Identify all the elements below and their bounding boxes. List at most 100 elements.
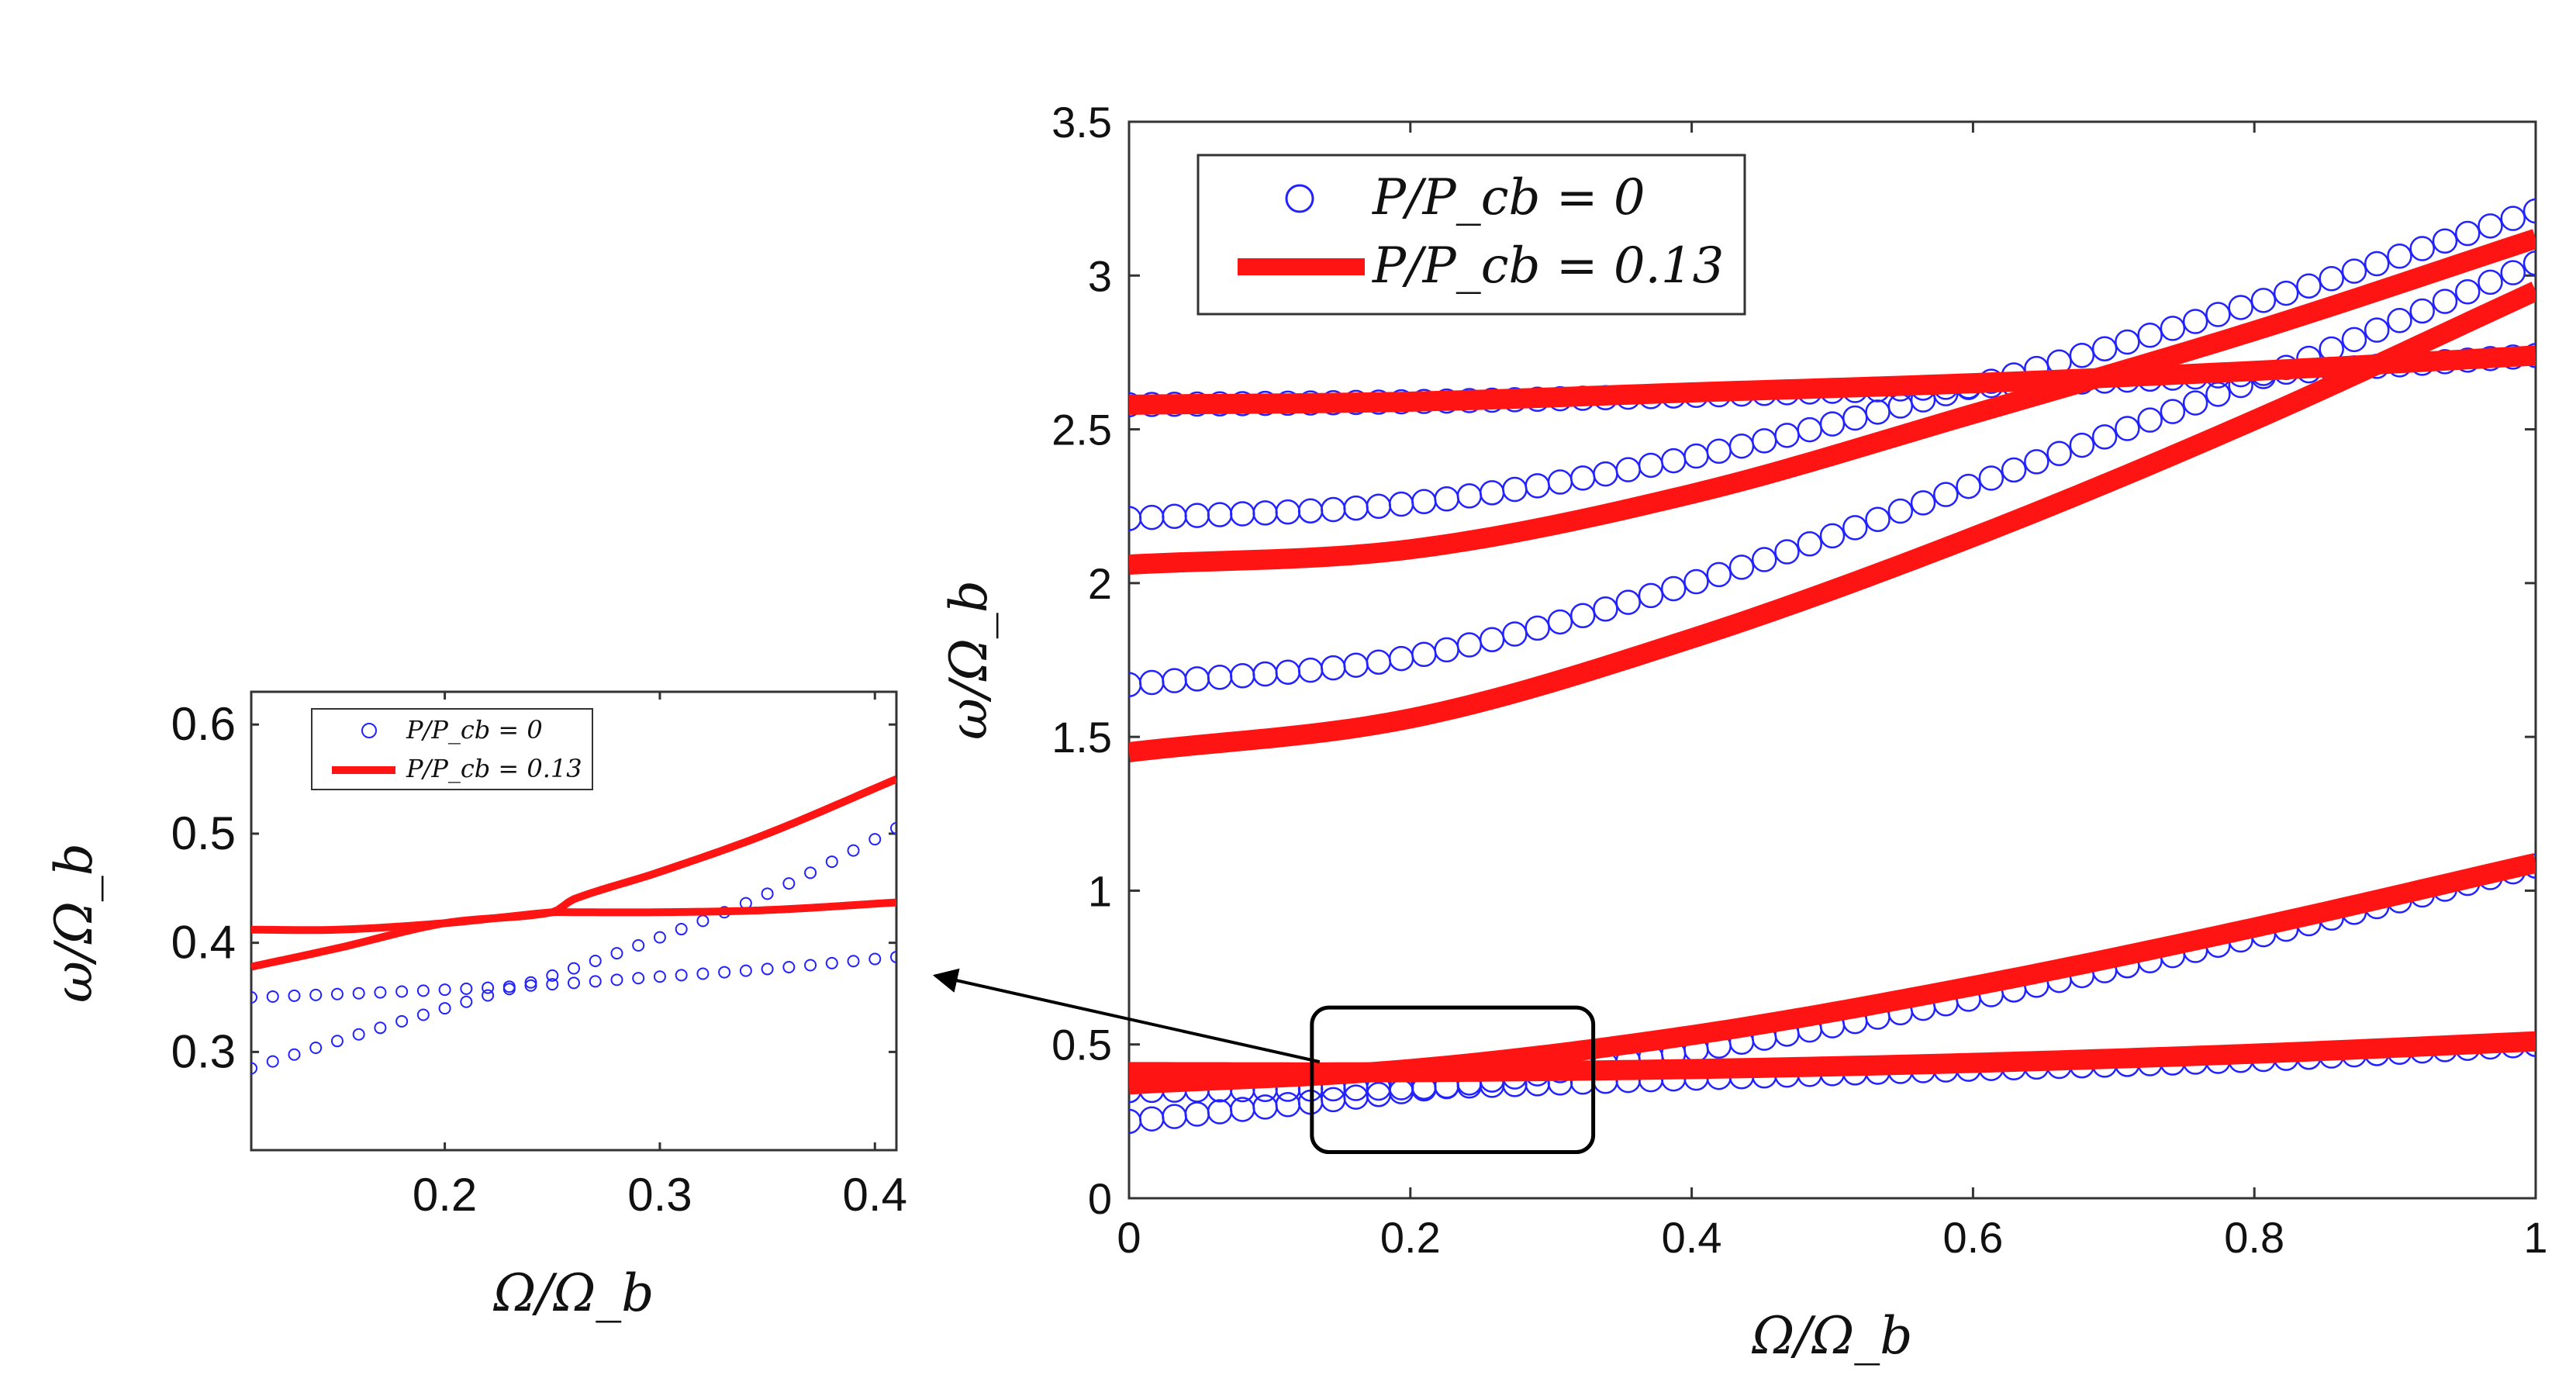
main-point xyxy=(2341,258,2367,284)
main-point xyxy=(1660,575,1687,602)
main-point xyxy=(2205,302,2231,327)
zoom-arrow xyxy=(932,968,1321,1064)
main-point xyxy=(2409,236,2435,261)
main-y-tick-label-5: 2.5 xyxy=(1051,406,1112,454)
main-legend-marker-0 xyxy=(1285,184,1314,213)
inset-chart: 0.2 0.3 0.4 0.3 0.4 0.5 0.6 P/P_cb = 0 P/P_cb … xyxy=(44,690,907,1323)
inset-point xyxy=(288,989,301,1002)
main-legend-label-1: P/P_cb = 0.13 xyxy=(1372,237,1724,295)
inset-point xyxy=(546,969,559,982)
inset-point xyxy=(632,939,645,952)
inset-point xyxy=(330,987,344,1000)
main-y-tick-label-1: 0.5 xyxy=(1051,1021,1112,1069)
main-point xyxy=(2387,244,2412,269)
inset-point xyxy=(374,986,387,999)
main-point xyxy=(1978,465,2005,491)
inset-point xyxy=(568,976,580,990)
main-point xyxy=(1638,582,1664,609)
main-point xyxy=(2091,336,2118,361)
inset-x-tick-label-2: 0.4 xyxy=(843,1169,907,1221)
inset-point xyxy=(416,1008,430,1021)
main-point xyxy=(2182,390,2208,416)
main-point xyxy=(1615,589,1641,615)
main-x-tick-label-1: 0.2 xyxy=(1380,1213,1441,1262)
main-point xyxy=(2137,407,2163,433)
inset-point xyxy=(309,988,323,1001)
main-point xyxy=(1547,609,1573,635)
inset-point xyxy=(524,976,537,989)
inset-point xyxy=(610,973,623,987)
inset-x-tick-label-1: 0.3 xyxy=(627,1169,692,1221)
main-y-tick-label-6: 3 xyxy=(1088,251,1112,300)
inset-point xyxy=(782,877,796,890)
main-series-1-curve-4 xyxy=(1129,345,2536,415)
inset-point xyxy=(782,961,796,974)
inset-point xyxy=(825,956,838,969)
inset-point xyxy=(610,947,623,960)
main-point xyxy=(2115,329,2140,355)
main-point xyxy=(1706,562,1732,588)
main-point xyxy=(1525,615,1550,641)
inset-y-axis-label: ω/Ω_b xyxy=(44,843,104,1003)
inset-point xyxy=(352,987,365,1000)
main-point xyxy=(2091,424,2118,450)
main-point xyxy=(2115,416,2140,441)
inset-point xyxy=(804,959,817,972)
main-point xyxy=(2069,432,2095,458)
inset-point xyxy=(395,1014,409,1028)
main-point xyxy=(2500,206,2526,231)
inset-point xyxy=(266,990,279,1003)
inset-ticks: 0.2 0.3 0.4 0.3 0.4 0.5 0.6 xyxy=(171,692,907,1221)
inset-point xyxy=(251,1062,257,1075)
main-point xyxy=(2250,288,2277,313)
inset-point xyxy=(632,972,645,985)
inset-point xyxy=(352,1028,365,1041)
inset-point xyxy=(804,866,817,879)
main-point xyxy=(2454,278,2481,305)
inset-point xyxy=(568,962,580,975)
inset-point xyxy=(251,991,257,1004)
inset-point xyxy=(502,980,516,993)
inset-point xyxy=(589,955,602,967)
inset-point xyxy=(546,978,559,991)
main-x-tick-label-3: 0.6 xyxy=(1942,1213,2003,1262)
main-point xyxy=(2522,251,2536,276)
inset-point xyxy=(482,981,495,994)
inset-y-tick-label-3: 0.6 xyxy=(171,698,236,750)
main-point xyxy=(2432,228,2458,254)
inset-point xyxy=(309,1041,323,1054)
zoom-region-box xyxy=(1310,1005,1596,1155)
main-point xyxy=(2046,441,2072,466)
main-y-tick-label-2: 1 xyxy=(1088,866,1112,915)
main-x-tick-label-4: 0.8 xyxy=(2224,1213,2284,1262)
main-point xyxy=(1569,603,1596,628)
main-point xyxy=(1910,490,1936,516)
inset-legend: P/P_cb = 0 P/P_cb = 0.13 xyxy=(311,708,593,790)
inset-legend-label-1: P/P_cb = 0.13 xyxy=(406,754,582,783)
inset-series xyxy=(251,775,896,1075)
main-point xyxy=(2409,298,2435,324)
inset-y-tick-label-0: 0.3 xyxy=(171,1025,236,1077)
main-point xyxy=(2273,280,2299,306)
main-point xyxy=(2137,323,2163,348)
main-point xyxy=(2341,327,2367,353)
inset-point xyxy=(460,982,473,995)
inset-point xyxy=(847,955,860,968)
main-point xyxy=(2454,220,2481,247)
main-point xyxy=(2432,289,2458,314)
main-point xyxy=(1683,568,1709,595)
main-point xyxy=(2001,457,2027,483)
inset-point xyxy=(395,985,409,998)
main-point xyxy=(2228,295,2253,320)
main-point xyxy=(2160,316,2186,341)
main-point xyxy=(1728,555,1755,580)
inset-point xyxy=(288,1048,301,1061)
main-point xyxy=(2296,273,2322,299)
inset-point xyxy=(868,952,882,966)
inset-point xyxy=(416,984,430,997)
main-point xyxy=(2364,317,2390,343)
main-y-tick-label-7: 3.5 xyxy=(1051,98,1112,147)
main-point xyxy=(2478,213,2503,239)
main-series-1-curve-3 xyxy=(1129,229,2536,575)
